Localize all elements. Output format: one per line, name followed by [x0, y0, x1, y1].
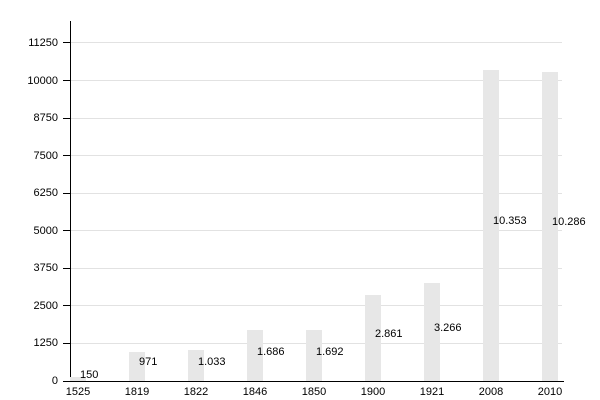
gridline [70, 230, 562, 232]
bar-1900 [365, 295, 381, 381]
gridline [70, 267, 562, 269]
bar-2008 [483, 69, 499, 381]
bar-value-label: 1.692 [316, 345, 344, 358]
x-axis-line [70, 381, 564, 382]
bar-1822 [188, 350, 204, 381]
bar-1525 [70, 376, 86, 381]
y-axis-tick [63, 230, 70, 232]
x-axis-tick-label: 1900 [360, 386, 386, 398]
bar-value-label: 10.353 [493, 215, 527, 228]
x-axis-tick-label: 1819 [124, 386, 150, 398]
y-axis-tick [63, 42, 70, 44]
bar-2010 [542, 71, 558, 381]
y-axis-tick [63, 380, 70, 382]
bar-1819 [129, 351, 145, 381]
gridline [70, 117, 562, 119]
gridline [70, 155, 562, 157]
bar-value-label: 1.686 [257, 345, 285, 358]
y-axis-tick-label: 3750 [33, 262, 58, 275]
bar-value-label: 150 [80, 368, 99, 381]
bar-1921 [424, 282, 440, 381]
x-axis-tick-label: 2010 [537, 386, 563, 398]
gridline [70, 80, 562, 81]
x-axis-tick-label: 1525 [65, 386, 91, 398]
x-axis-tick-label: 2008 [478, 386, 504, 398]
y-axis-tick [63, 267, 70, 269]
bar-value-label: 1.033 [198, 355, 226, 368]
x-axis-tick-label: 1822 [183, 386, 209, 398]
y-axis-tick-label: 8750 [33, 112, 58, 124]
bar-value-label: 971 [139, 356, 158, 369]
y-axis-tick-label: 2500 [33, 299, 58, 312]
y-axis-tick [63, 305, 70, 307]
x-axis-tick-label: 1921 [419, 386, 445, 398]
y-axis-tick-label: 7500 [33, 149, 58, 162]
y-axis-tick-label: 5000 [33, 224, 58, 237]
y-axis-tick-label: 11250 [28, 36, 58, 49]
y-axis-tick [63, 117, 70, 119]
y-axis-tick [63, 192, 70, 194]
y-axis-tick-label: 10000 [27, 74, 58, 87]
y-axis-line [70, 21, 71, 381]
gridline [70, 192, 562, 194]
bar-value-label: 3.266 [434, 321, 462, 334]
y-axis-tick [63, 80, 70, 81]
x-axis-tick-label: 1850 [301, 386, 327, 398]
y-axis-tick-label: 6250 [33, 187, 58, 200]
x-axis-tick-label: 1846 [242, 386, 268, 398]
bar-value-label: 2.861 [375, 328, 403, 340]
y-axis-tick [63, 155, 70, 157]
y-axis-tick-label: 0 [51, 375, 58, 387]
bar-1850 [306, 330, 322, 381]
y-axis-tick-label: 1250 [33, 337, 58, 350]
gridline [70, 305, 562, 307]
bar-value-label: 10.286 [552, 216, 586, 229]
gridline [70, 42, 562, 44]
y-axis-tick [63, 342, 70, 344]
bar-1846 [247, 330, 263, 381]
